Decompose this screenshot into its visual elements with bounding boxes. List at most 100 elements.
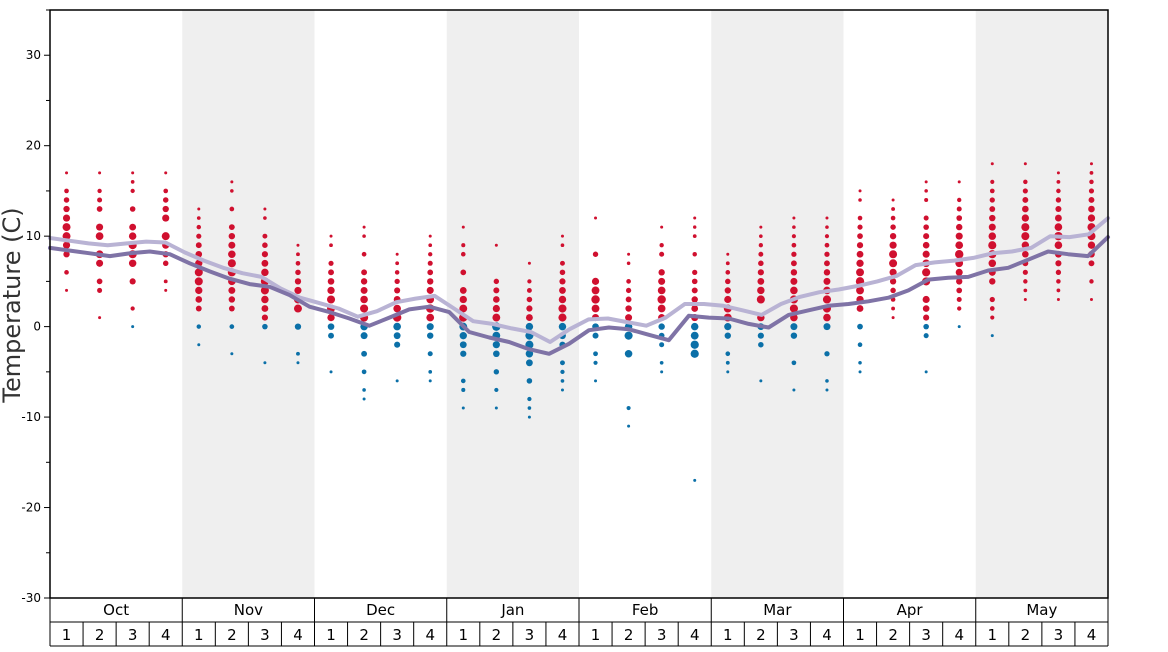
temp-dot [989, 197, 995, 203]
temp-dot [957, 306, 962, 311]
temp-dot [891, 198, 895, 202]
temp-dot [428, 243, 433, 248]
temp-dot [990, 162, 994, 166]
temp-dot [824, 251, 830, 257]
temp-dot [294, 278, 302, 285]
temp-dot [956, 287, 963, 294]
temp-dot [526, 305, 533, 312]
temp-dot [526, 287, 532, 293]
temp-dot [558, 322, 567, 331]
temp-dot [527, 415, 531, 419]
temp-dot [956, 296, 962, 302]
temp-dot [1089, 279, 1094, 284]
temp-dot [162, 260, 169, 267]
temp-dot [394, 278, 400, 285]
week-label: 1 [194, 626, 204, 644]
temp-dot [492, 304, 500, 313]
week-label: 4 [425, 626, 435, 644]
temp-dot [922, 305, 930, 312]
temp-dot [96, 278, 103, 285]
temp-dot [592, 332, 599, 339]
temp-dot [395, 261, 400, 266]
temp-dot [891, 306, 896, 311]
temp-dot [428, 379, 432, 383]
temp-dot [459, 341, 467, 349]
temp-dot [923, 314, 930, 321]
temp-dot [724, 323, 732, 331]
temp-dot [228, 232, 236, 240]
temp-dot [989, 188, 995, 194]
temp-dot [293, 304, 302, 313]
temp-dot [823, 323, 831, 331]
temp-dot [824, 234, 830, 239]
temp-dot [691, 296, 698, 303]
temp-dot [922, 250, 930, 258]
temp-dot [329, 370, 333, 374]
week-label: 1 [459, 626, 469, 644]
month-label-may: May [1026, 601, 1057, 619]
temp-dot [660, 225, 664, 229]
temp-dot [1056, 171, 1060, 175]
week-label: 2 [95, 626, 105, 644]
month-shade-nov [182, 10, 315, 598]
temp-dot [263, 361, 267, 365]
week-label: 3 [1054, 626, 1064, 644]
temp-dot [1089, 297, 1093, 301]
temp-dot [725, 351, 731, 357]
temp-dot [658, 277, 666, 285]
temp-dot [96, 259, 104, 267]
temp-dot [361, 369, 367, 375]
week-label: 1 [326, 626, 336, 644]
temp-dot [228, 241, 236, 249]
temp-dot [758, 243, 763, 248]
temp-dot [1087, 214, 1096, 222]
temp-dot [691, 305, 699, 312]
temp-dot [693, 216, 697, 220]
temp-dot [295, 269, 301, 276]
temp-dot [825, 388, 829, 392]
temp-dot [327, 278, 335, 285]
temp-dot [790, 277, 798, 285]
temp-dot [460, 251, 466, 257]
temp-dot [658, 269, 665, 276]
temp-dot [891, 207, 896, 211]
temp-dot [824, 260, 830, 267]
temp-dot [460, 350, 467, 357]
temp-dot [65, 171, 69, 175]
temp-dot [659, 342, 665, 348]
temp-dot [990, 334, 994, 338]
temp-dot [493, 278, 500, 285]
temp-dot [461, 225, 465, 229]
temp-dot [924, 370, 928, 374]
temp-dot [692, 234, 697, 239]
temp-dot [726, 370, 730, 374]
temp-dot [825, 379, 829, 383]
temp-dot [988, 259, 997, 268]
temp-dot [790, 323, 798, 331]
temp-dot [1088, 197, 1095, 203]
average-line-light [48, 216, 1110, 344]
temp-dot [955, 232, 963, 240]
y-tick-label: -10 [21, 410, 41, 424]
temp-dot [261, 251, 268, 258]
temp-dot [923, 323, 929, 330]
temp-dot [657, 295, 666, 304]
average-line-dark [48, 235, 1110, 356]
temp-dot [1056, 297, 1060, 301]
temp-dot [692, 252, 697, 257]
temp-dot [955, 241, 964, 250]
temp-dot [790, 332, 798, 339]
temp-dot [757, 269, 764, 276]
temp-dot [792, 225, 796, 229]
week-label: 1 [988, 626, 998, 644]
month-shading [182, 10, 1108, 598]
temp-dot [1089, 179, 1094, 185]
temp-dot [525, 322, 534, 331]
temp-dot [823, 277, 831, 285]
temp-dot [725, 278, 731, 285]
temp-dot [494, 406, 498, 410]
temp-dot [1022, 250, 1029, 258]
temp-dot [262, 323, 268, 330]
temp-dot [329, 234, 333, 238]
temp-dot [988, 223, 996, 231]
